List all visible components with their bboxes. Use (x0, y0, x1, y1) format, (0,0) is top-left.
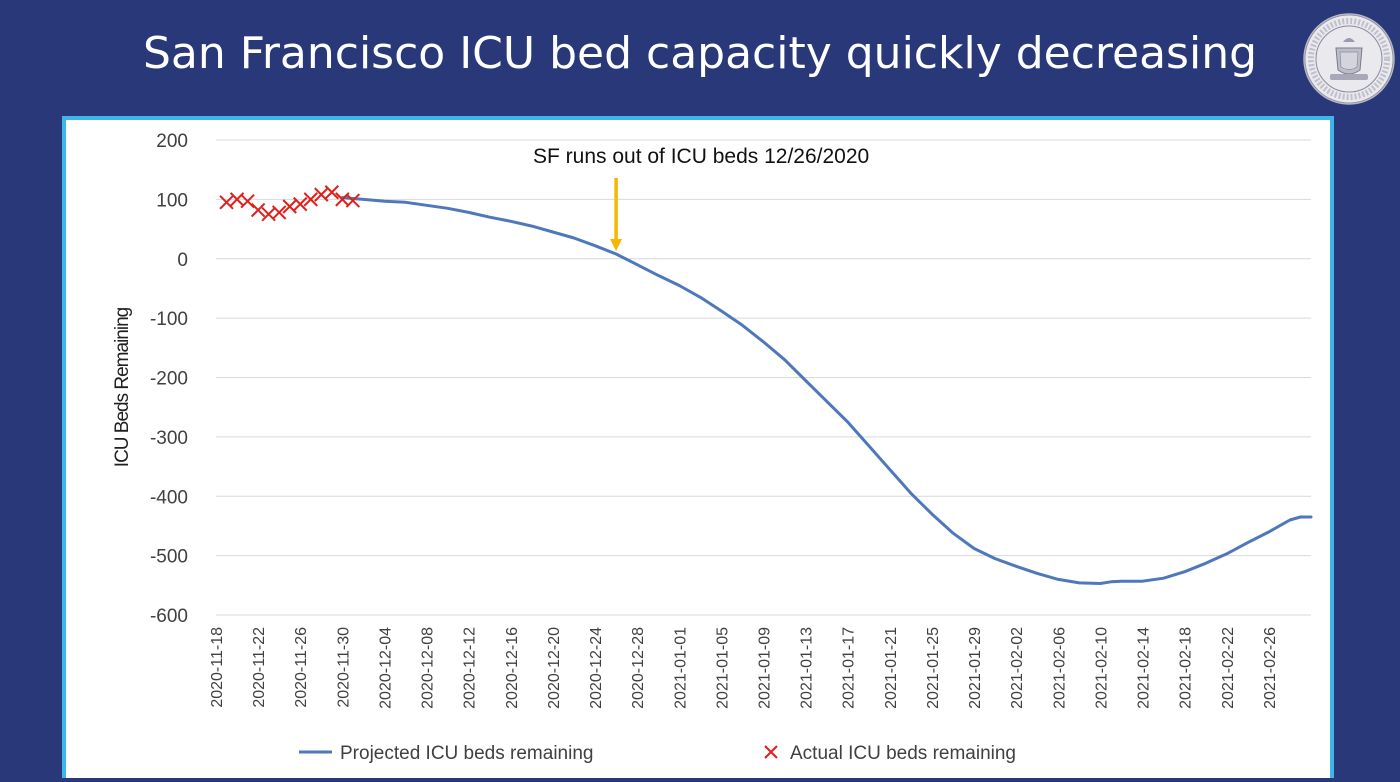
x-tick-label: 2021-01-09 (757, 627, 774, 709)
y-tick-label: 100 (156, 190, 188, 211)
legend-projected-label: Projected ICU beds remaining (340, 743, 593, 764)
x-tick-label: 2020-12-20 (546, 627, 563, 709)
x-tick-label: 2020-12-28 (630, 627, 647, 709)
x-tick-label: 2020-12-16 (504, 627, 521, 709)
annotation-arrow-head (610, 239, 623, 251)
projected-series-line (340, 196, 1313, 585)
y-tick-label: -200 (150, 369, 188, 390)
x-tick-label: 2021-02-14 (1136, 627, 1153, 709)
actual-data-point (240, 193, 255, 209)
slide-title: San Francisco ICU bed capacity quickly d… (142, 28, 1258, 79)
x-tick-label: 2020-11-30 (335, 627, 352, 708)
legend-actual-swatch (764, 745, 778, 759)
x-tick-label: 2021-01-13 (799, 627, 816, 709)
actual-data-point (219, 195, 234, 210)
y-axis-label: ICU Beds Remaining (112, 307, 133, 467)
actual-data-point (303, 192, 318, 207)
x-tick-label: 2020-12-04 (377, 627, 394, 709)
x-tick-label: 2020-11-22 (251, 627, 268, 708)
actual-data-point (250, 202, 266, 218)
icu-beds-chart: 200 100 0 -100 -200 -300 -400 -500 -600 2020-11-1… (112, 131, 1313, 764)
x-tick-label: 2021-01-25 (925, 627, 942, 709)
chart-panel: 200 100 0 -100 -200 -300 -400 -500 -600 2020-11-1… (62, 116, 1334, 778)
x-tick-label: 2020-12-08 (420, 627, 437, 709)
y-tick-label: -100 (150, 309, 188, 330)
y-tick-label: -400 (150, 487, 188, 508)
x-tick-label: 2021-01-21 (883, 627, 900, 709)
city-county-seal-icon (1303, 13, 1395, 105)
x-tick-label: 2020-11-18 (209, 627, 226, 708)
x-tick-label: 2021-02-06 (1051, 627, 1068, 709)
x-tick-label: 2020-12-24 (588, 627, 605, 709)
actual-data-point (293, 196, 308, 212)
y-tick-label: -300 (150, 428, 188, 449)
x-tick-label: 2020-11-26 (293, 627, 310, 708)
actual-data-point (271, 205, 287, 220)
x-tick-label: 2021-01-29 (967, 627, 984, 709)
actual-data-point (324, 185, 340, 200)
x-tick-label: 2021-02-22 (1220, 627, 1237, 709)
y-tick-label: -500 (150, 547, 188, 568)
y-tick-label: 0 (177, 250, 188, 271)
annotation-label: SF runs out of ICU beds 12/26/2020 (533, 145, 869, 168)
x-tick-label: 2021-02-18 (1178, 627, 1195, 709)
x-tick-label: 2021-02-26 (1262, 627, 1279, 709)
x-tick-label: 2021-01-17 (841, 627, 858, 709)
x-tick-label: 2020-12-12 (462, 627, 479, 709)
legend-actual-label: Actual ICU beds remaining (790, 743, 1016, 764)
x-tick-label: 2021-01-05 (714, 627, 731, 709)
actual-data-point (345, 193, 361, 208)
y-tick-label: 200 (156, 131, 188, 152)
x-tick-label: 2021-02-10 (1093, 627, 1110, 709)
x-tick-label: 2021-02-02 (1009, 627, 1026, 709)
x-tick-label: 2021-01-01 (672, 627, 689, 709)
y-tick-label: -600 (150, 606, 188, 627)
